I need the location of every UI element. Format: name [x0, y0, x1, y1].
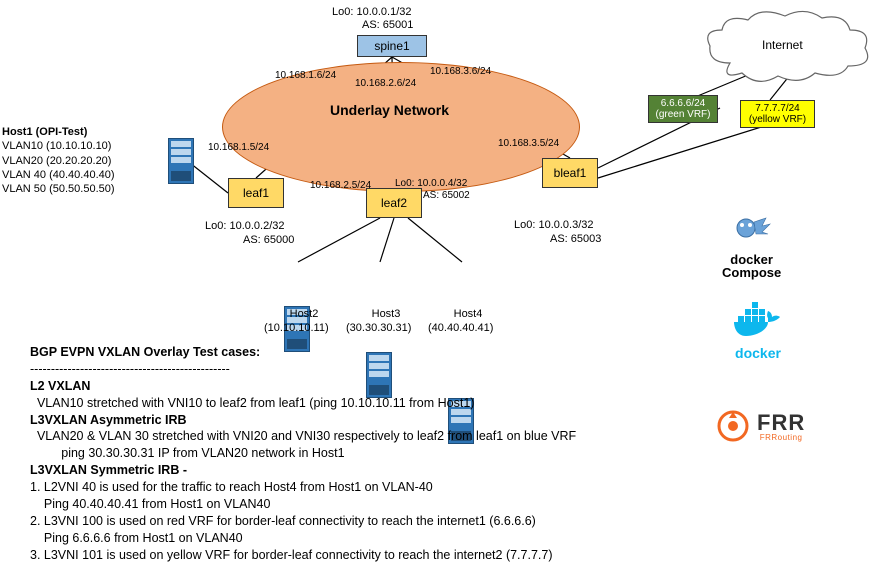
host2-name: Host2 — [284, 308, 324, 320]
host4-ip: (40.40.40.41) — [428, 322, 493, 334]
host1-server-icon — [168, 138, 194, 184]
host1-block: Host1 (OPI-Test) VLAN10 (10.10.10.10) VL… — [2, 125, 115, 196]
leaf1-lo0: Lo0: 10.0.0.2/32 — [205, 220, 285, 232]
bleaf1-lo0: Lo0: 10.0.0.3/32 — [514, 219, 594, 231]
frr-logo: FRR FRRouting — [715, 408, 805, 444]
tc-sec1-line1: ping 30.30.30.31 IP from VLAN20 network … — [30, 446, 345, 460]
link-leaf2-up: 10.168.2.5/24 — [310, 180, 371, 191]
link-spine-leaf1: 10.168.1.6/24 — [275, 70, 336, 81]
host1-vlan20: VLAN20 (20.20.20.20) — [2, 154, 115, 168]
link-bleaf1-up: 10.168.3.5/24 — [498, 138, 559, 149]
docker-compose-logo: docker Compose — [722, 210, 781, 279]
host1-vlan40: VLAN 40 (40.40.40.40) — [2, 168, 115, 182]
docker-text: docker — [732, 345, 784, 361]
testcases-header: BGP EVPN VXLAN Overlay Test cases: — [30, 345, 260, 359]
leaf1-node: leaf1 — [228, 178, 284, 208]
leaf2-node: leaf2 — [366, 188, 422, 218]
tc-sec2-line4: 3. L3VNI 101 is used on yellow VRF for b… — [30, 548, 553, 562]
bleaf1-as: AS: 65003 — [550, 233, 601, 245]
host3-name: Host3 — [366, 308, 406, 320]
leaf2-as: AS: 65002 — [423, 190, 470, 201]
tc-sec0-title: L2 VXLAN — [30, 379, 90, 393]
tc-sec2-line1: Ping 40.40.40.41 from Host1 on VLAN40 — [30, 497, 270, 511]
link-leaf1-up: 10.168.1.5/24 — [208, 142, 269, 153]
tc-sec2-title: L3VXLAN Symmetric IRB - — [30, 463, 187, 477]
tc-sec2-line2: 2. L3VNI 100 is used on red VRF for bord… — [30, 514, 536, 528]
leaf1-as: AS: 65000 — [243, 234, 294, 246]
tc-sec2-line0: 1. L2VNI 40 is used for the traffic to r… — [30, 480, 433, 494]
testcases-block: BGP EVPN VXLAN Overlay Test cases: -----… — [30, 344, 670, 563]
host3-ip: (30.30.30.31) — [346, 322, 411, 334]
host4-name: Host4 — [448, 308, 488, 320]
host1-title: Host1 (OPI-Test) — [2, 125, 115, 139]
vrf-yellow: 7.7.7.7/24 (yellow VRF) — [740, 100, 815, 128]
docker-compose-text: docker Compose — [722, 253, 781, 279]
internet-cloud: Internet — [700, 8, 875, 88]
tc-sec2-line3: Ping 6.6.6.6 from Host1 on VLAN40 — [30, 531, 243, 545]
tc-sec0-line0: VLAN10 stretched with VNI10 to leaf2 fro… — [30, 396, 474, 410]
leaf2-lo0: Lo0: 10.0.0.4/32 — [395, 178, 467, 189]
docker-logo: docker — [732, 300, 784, 361]
host1-vlan50: VLAN 50 (50.50.50.50) — [2, 182, 115, 196]
tc-sec1-line0: VLAN20 & VLAN 30 stretched with VNI20 an… — [30, 429, 576, 443]
vrf-green: 6.6.6.6/24 (green VRF) — [648, 95, 718, 123]
host2-ip: (10.10.10.11) — [264, 322, 329, 334]
spine1-node: spine1 — [357, 35, 427, 57]
testcases-dashes: ----------------------------------------… — [30, 362, 230, 376]
underlay-label: Underlay Network — [330, 102, 449, 118]
link-spine-bleaf1: 10.168.3.6/24 — [430, 66, 491, 77]
cloud-label: Internet — [762, 38, 803, 52]
link-spine-leaf2: 10.168.2.6/24 — [355, 78, 416, 89]
tc-sec1-title: L3VXLAN Asymmetric IRB — [30, 413, 187, 427]
spine1-as: AS: 65001 — [362, 19, 413, 31]
spine1-lo0: Lo0: 10.0.0.1/32 — [332, 6, 412, 18]
frr-sub: FRRouting — [757, 433, 805, 442]
bleaf1-node: bleaf1 — [542, 158, 598, 188]
host1-vlan10: VLAN10 (10.10.10.10) — [2, 139, 115, 153]
